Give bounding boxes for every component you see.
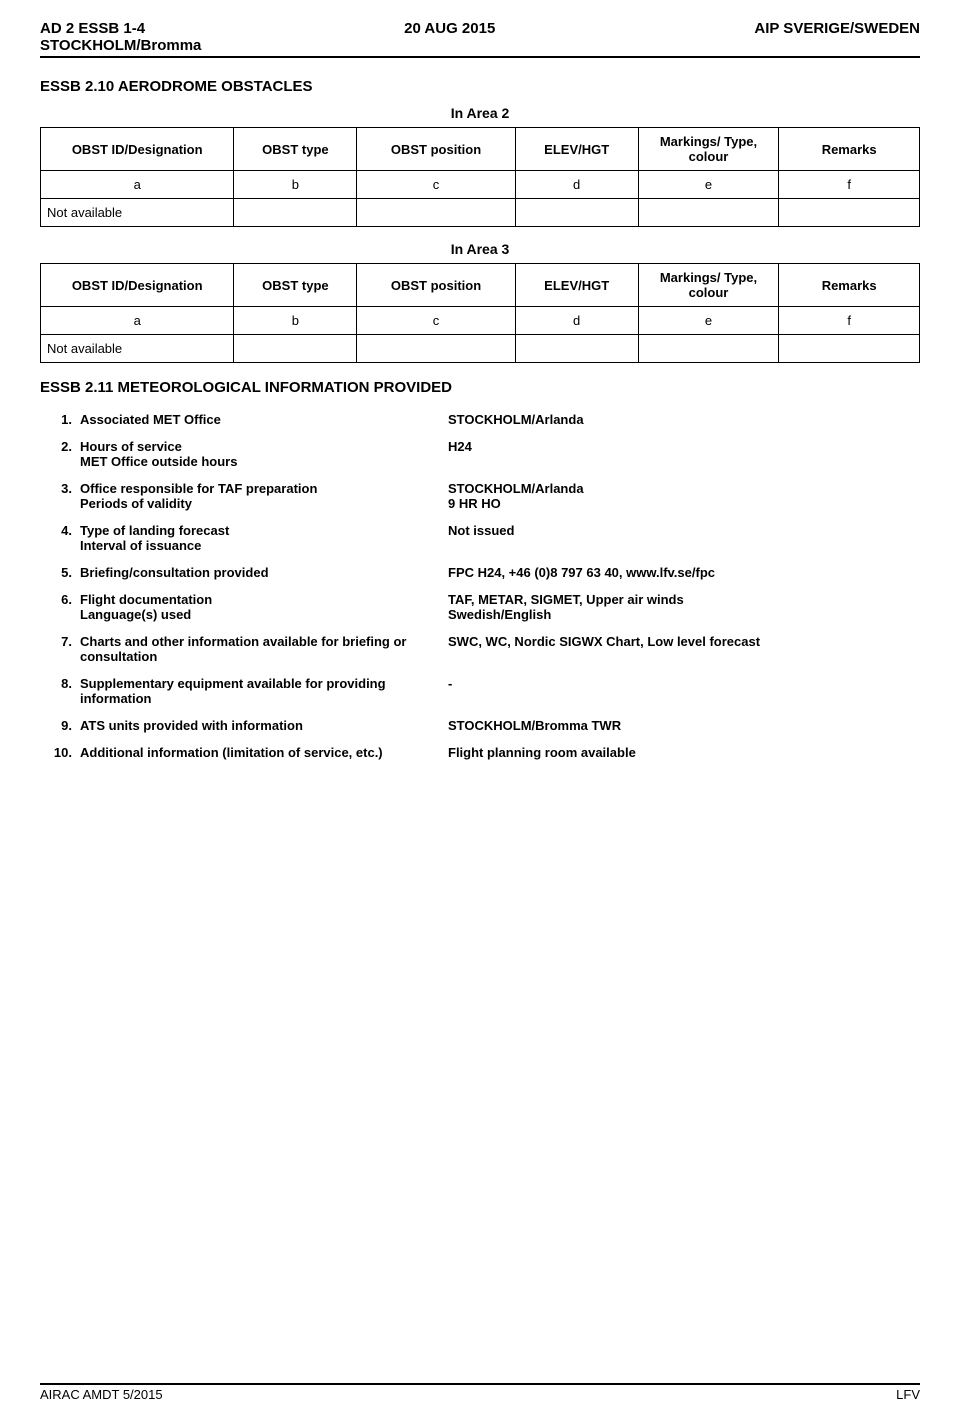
footer-left: AIRAC AMDT 5/2015 — [40, 1387, 163, 1402]
info-num: 4. — [40, 517, 76, 559]
header-left-sub: STOCKHOLM/Bromma — [40, 37, 920, 58]
info-label: Briefing/consultation provided — [76, 559, 444, 586]
info-label: Supplementary equipment available for pr… — [76, 670, 444, 712]
info-num: 8. — [40, 670, 76, 712]
header-center: 20 AUG 2015 — [404, 20, 495, 37]
col-header: OBST type — [234, 264, 357, 307]
cell-empty — [357, 199, 515, 227]
col-header: ELEV/HGT — [515, 128, 638, 171]
info-value: Flight planning room available — [444, 739, 920, 766]
page: AD 2 ESSB 1-4 20 AUG 2015 AIP SVERIGE/SW… — [0, 0, 960, 1422]
info-num: 10. — [40, 739, 76, 766]
info-label: Hours of serviceMET Office outside hours — [76, 433, 444, 475]
info-label: Flight documentationLanguage(s) used — [76, 586, 444, 628]
info-row: 7.Charts and other information available… — [40, 628, 920, 670]
info-num: 6. — [40, 586, 76, 628]
col-header: ELEV/HGT — [515, 264, 638, 307]
info-row: 6.Flight documentationLanguage(s) usedTA… — [40, 586, 920, 628]
info-num: 7. — [40, 628, 76, 670]
col-letter: f — [779, 171, 920, 199]
table-header-row: OBST ID/Designation OBST type OBST posit… — [41, 264, 920, 307]
header-right: AIP SVERIGE/SWEDEN — [754, 20, 920, 37]
cell-empty — [779, 199, 920, 227]
info-label: ATS units provided with information — [76, 712, 444, 739]
col-header: OBST ID/Designation — [41, 128, 234, 171]
col-letter: d — [515, 307, 638, 335]
col-header: OBST ID/Designation — [41, 264, 234, 307]
table-header-row: OBST ID/Designation OBST type OBST posit… — [41, 128, 920, 171]
area3-table: OBST ID/Designation OBST type OBST posit… — [40, 263, 920, 363]
page-footer: AIRAC AMDT 5/2015 LFV — [40, 1383, 920, 1402]
cell-empty — [357, 335, 515, 363]
info-row: 2.Hours of serviceMET Office outside hou… — [40, 433, 920, 475]
met-info-list: 1.Associated MET OfficeSTOCKHOLM/Arlanda… — [40, 406, 920, 766]
col-header: Remarks — [779, 128, 920, 171]
area3-caption: In Area 3 — [40, 241, 920, 257]
cell-empty — [234, 199, 357, 227]
info-value: H24 — [444, 433, 920, 475]
col-header: Markings/ Type, colour — [638, 264, 779, 307]
info-row: 8.Supplementary equipment available for … — [40, 670, 920, 712]
cell-empty — [638, 199, 779, 227]
info-row: 5.Briefing/consultation providedFPC H24,… — [40, 559, 920, 586]
info-value: STOCKHOLM/Bromma TWR — [444, 712, 920, 739]
info-label: Office responsible for TAF preparationPe… — [76, 475, 444, 517]
cell-empty — [515, 335, 638, 363]
info-label: Associated MET Office — [76, 406, 444, 433]
row-label: Not available — [41, 199, 234, 227]
info-value: TAF, METAR, SIGMET, Upper air windsSwedi… — [444, 586, 920, 628]
col-header: OBST position — [357, 264, 515, 307]
info-num: 5. — [40, 559, 76, 586]
info-row: 1.Associated MET OfficeSTOCKHOLM/Arlanda — [40, 406, 920, 433]
page-header-row: AD 2 ESSB 1-4 20 AUG 2015 AIP SVERIGE/SW… — [40, 20, 920, 37]
info-num: 9. — [40, 712, 76, 739]
footer-right: LFV — [896, 1387, 920, 1402]
col-header: OBST position — [357, 128, 515, 171]
area2-caption: In Area 2 — [40, 105, 920, 121]
info-value: STOCKHOLM/Arlanda — [444, 406, 920, 433]
table-row: Not available — [41, 335, 920, 363]
area2-table: OBST ID/Designation OBST type OBST posit… — [40, 127, 920, 227]
col-header: Remarks — [779, 264, 920, 307]
col-header: OBST type — [234, 128, 357, 171]
col-letter: f — [779, 307, 920, 335]
info-row: 4.Type of landing forecastInterval of is… — [40, 517, 920, 559]
col-letter: d — [515, 171, 638, 199]
col-letter: c — [357, 307, 515, 335]
col-letter: e — [638, 307, 779, 335]
cell-empty — [638, 335, 779, 363]
info-label: Type of landing forecastInterval of issu… — [76, 517, 444, 559]
col-letter: b — [234, 171, 357, 199]
info-row: 10.Additional information (limitation of… — [40, 739, 920, 766]
info-value: SWC, WC, Nordic SIGWX Chart, Low level f… — [444, 628, 920, 670]
col-letter: a — [41, 307, 234, 335]
info-value: STOCKHOLM/Arlanda9 HR HO — [444, 475, 920, 517]
col-header: Markings/ Type, colour — [638, 128, 779, 171]
cell-empty — [515, 199, 638, 227]
info-value: FPC H24, +46 (0)8 797 63 40, www.lfv.se/… — [444, 559, 920, 586]
table-letter-row: a b c d e f — [41, 307, 920, 335]
table-row: Not available — [41, 199, 920, 227]
info-num: 3. — [40, 475, 76, 517]
col-letter: c — [357, 171, 515, 199]
info-label: Additional information (limitation of se… — [76, 739, 444, 766]
col-letter: b — [234, 307, 357, 335]
info-value: - — [444, 670, 920, 712]
section-210-title: ESSB 2.10 AERODROME OBSTACLES — [40, 78, 920, 95]
info-row: 9.ATS units provided with informationSTO… — [40, 712, 920, 739]
cell-empty — [779, 335, 920, 363]
info-row: 3.Office responsible for TAF preparation… — [40, 475, 920, 517]
info-num: 1. — [40, 406, 76, 433]
cell-empty — [234, 335, 357, 363]
info-value: Not issued — [444, 517, 920, 559]
info-num: 2. — [40, 433, 76, 475]
table-letter-row: a b c d e f — [41, 171, 920, 199]
header-left-top: AD 2 ESSB 1-4 — [40, 20, 145, 37]
col-letter: a — [41, 171, 234, 199]
row-label: Not available — [41, 335, 234, 363]
section-211-title: ESSB 2.11 METEOROLOGICAL INFORMATION PRO… — [40, 379, 920, 396]
col-letter: e — [638, 171, 779, 199]
info-label: Charts and other information available f… — [76, 628, 444, 670]
